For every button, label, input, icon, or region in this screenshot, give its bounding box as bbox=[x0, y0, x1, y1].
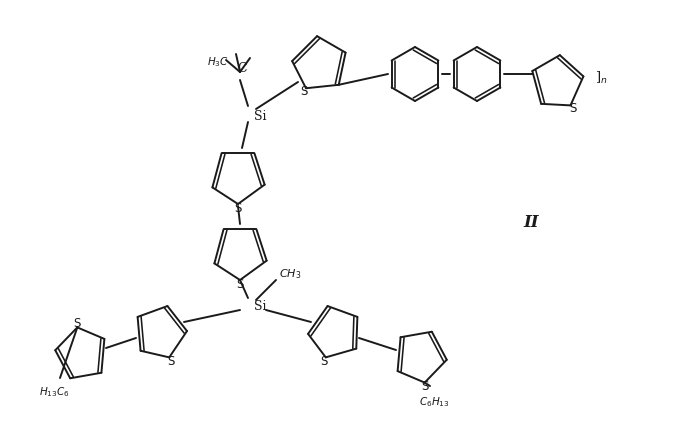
Text: S: S bbox=[421, 380, 429, 393]
Text: S: S bbox=[301, 85, 308, 98]
Text: ]$_n$: ]$_n$ bbox=[595, 70, 607, 86]
Text: S: S bbox=[167, 355, 174, 368]
Text: Si: Si bbox=[254, 300, 266, 313]
Text: $H_{13}C_6$: $H_{13}C_6$ bbox=[38, 385, 69, 399]
Text: Si: Si bbox=[254, 110, 266, 123]
Text: $CH_3$: $CH_3$ bbox=[279, 267, 301, 281]
Text: S: S bbox=[234, 202, 242, 214]
Text: $H_3C$: $H_3C$ bbox=[207, 55, 229, 69]
Text: S: S bbox=[73, 317, 80, 330]
Text: S: S bbox=[569, 103, 576, 115]
Text: C: C bbox=[237, 62, 247, 75]
Text: S: S bbox=[236, 278, 244, 290]
Text: $C_6H_{13}$: $C_6H_{13}$ bbox=[419, 395, 449, 409]
Text: II: II bbox=[524, 214, 539, 230]
Text: S: S bbox=[321, 355, 328, 368]
